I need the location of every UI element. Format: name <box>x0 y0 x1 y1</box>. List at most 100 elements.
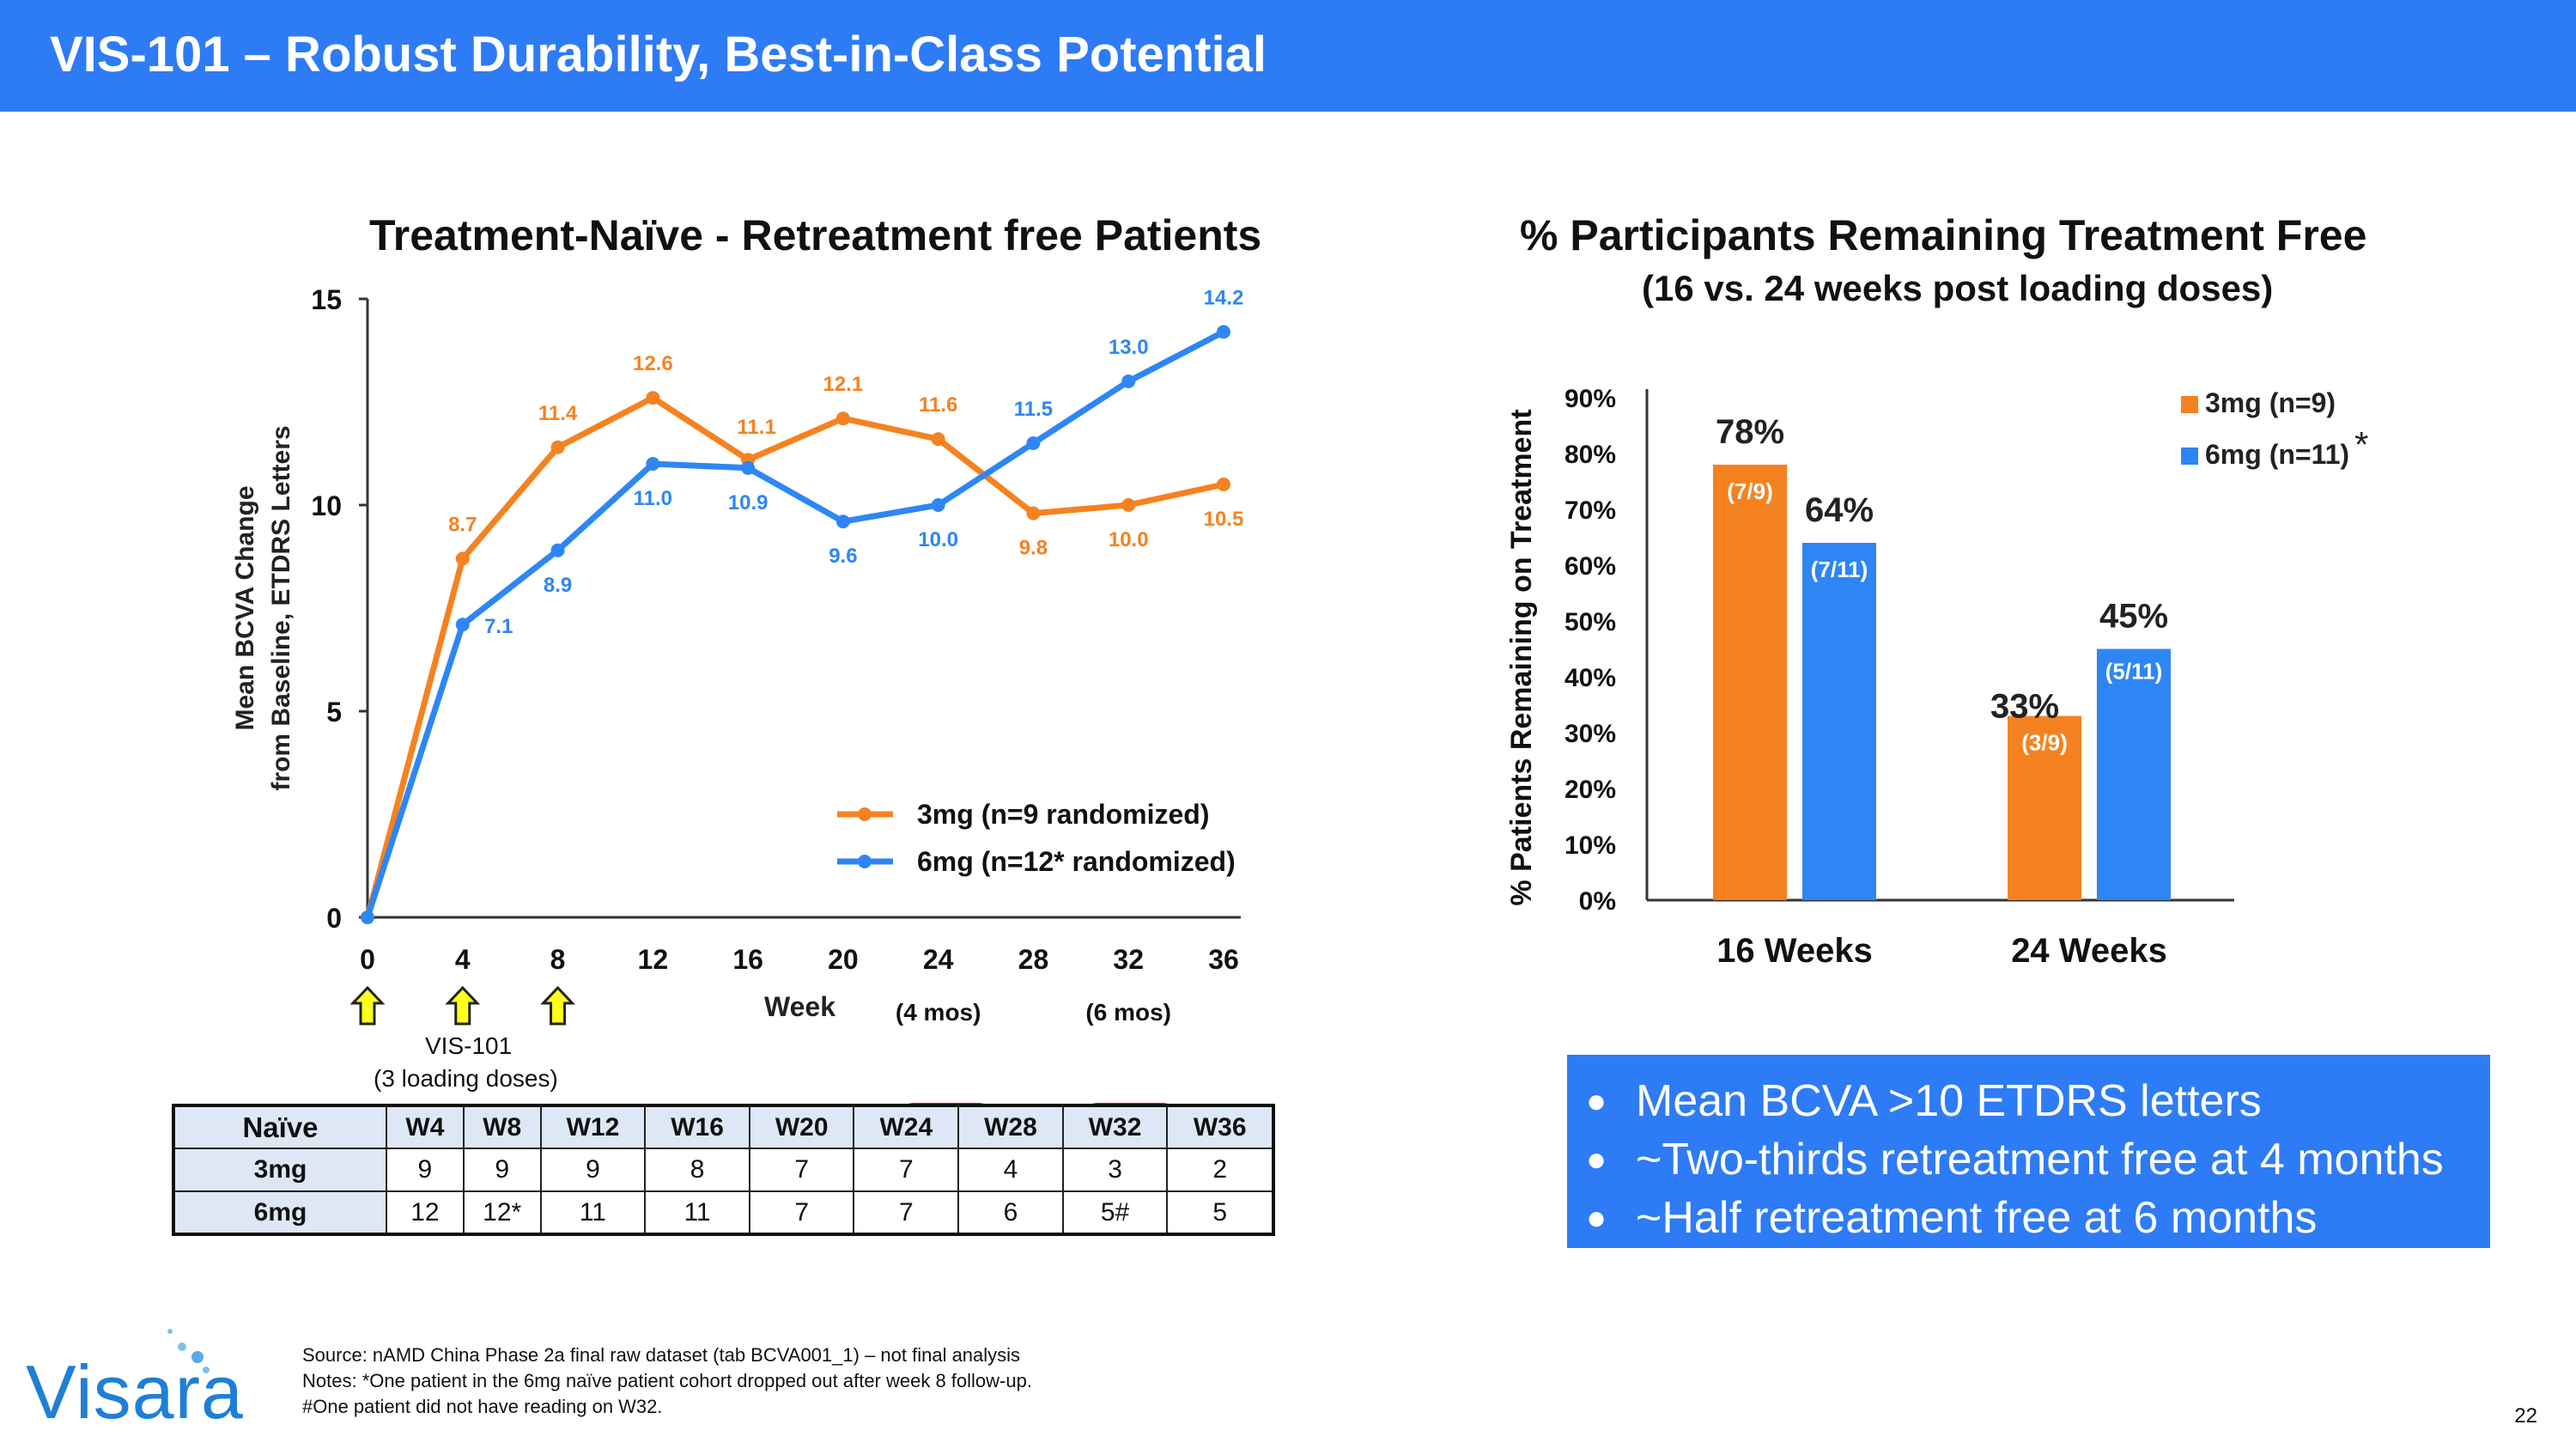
data-point <box>455 551 470 566</box>
y-axis-label-line2: from Baseline, ETDRS Letters <box>267 425 295 790</box>
x-tick-label: 4 <box>455 944 471 975</box>
data-label: 10.9 <box>728 491 769 514</box>
data-point <box>1217 478 1230 491</box>
table-col-header: W4 <box>386 1105 465 1149</box>
slide-title: VIS-101 – Robust Durability, Best-in-Cla… <box>50 27 1267 82</box>
bar-value-label: 45% <box>2099 598 2168 636</box>
data-label: 14.2 <box>1204 286 1244 309</box>
dose-arrow-icon <box>349 985 386 1026</box>
data-label: 10.0 <box>1109 528 1149 551</box>
x-tick-label: 24 <box>923 944 954 975</box>
bar-y-tick-label: 20% <box>1564 776 1616 804</box>
series-line <box>364 329 1225 919</box>
data-label: 10.5 <box>1204 508 1244 531</box>
table-col-header: W28 <box>957 1105 1064 1149</box>
data-point <box>835 411 850 426</box>
legend-marker <box>858 807 872 821</box>
footer-notes: Notes: *One patient in the 6mg naïve pat… <box>302 1370 1032 1391</box>
table-row-label: 6mg <box>173 1190 387 1235</box>
table-cell: 5 <box>1166 1190 1274 1235</box>
bar-y-tick-label: 0% <box>1579 887 1616 916</box>
footer-note2: #One patient did not have reading on W32… <box>302 1396 663 1417</box>
data-point <box>1121 374 1136 388</box>
table-cell: 9 <box>462 1148 542 1192</box>
x-axis-label: Week <box>764 991 835 1022</box>
data-label: 13.0 <box>1109 336 1149 359</box>
table-cell: 9 <box>539 1148 647 1192</box>
data-label: 9.8 <box>1019 537 1048 560</box>
bullet-text: ~Two-thirds retreatment free at 4 months <box>1636 1135 2444 1184</box>
data-point <box>1217 325 1230 339</box>
table-col-header: W16 <box>644 1105 750 1149</box>
data-label: 8.9 <box>544 574 572 597</box>
table-col-header: W24 <box>853 1105 960 1149</box>
table-col-header: W32 <box>1061 1105 1169 1149</box>
x-annotation: (4 mos) <box>896 999 981 1026</box>
table-col-header: W20 <box>748 1105 855 1149</box>
line-chart-title: Treatment-Naïve - Retreatment free Patie… <box>369 211 1262 259</box>
x-tick-label: 32 <box>1113 944 1144 975</box>
bar-legend-swatch <box>2181 396 2198 413</box>
table-cell: 3 <box>1061 1148 1169 1192</box>
y-tick-label: 15 <box>311 284 342 315</box>
dosing-label-line1: VIS-101 <box>425 1032 513 1059</box>
data-label: 11.4 <box>538 402 578 425</box>
bar-category-label: 16 Weeks <box>1716 932 1873 970</box>
data-point <box>361 910 374 924</box>
data-label: 8.7 <box>448 513 477 536</box>
x-annotation: (6 mos) <box>1085 999 1171 1026</box>
table-cell: 7 <box>748 1190 855 1235</box>
bar-category-label: 24 Weeks <box>2011 932 2167 970</box>
bullet-dot-icon: ● <box>1586 1082 1607 1120</box>
table-cell: 2 <box>1166 1148 1274 1192</box>
table-cell: 5# <box>1061 1190 1169 1235</box>
bullet-dot-icon: ● <box>1586 1141 1607 1178</box>
y-axis-label-line1: Mean BCVA Change <box>231 485 259 730</box>
visara-logo: Visara <box>26 1349 244 1434</box>
data-point <box>1026 436 1041 450</box>
dose-arrow-icon <box>540 985 576 1026</box>
dosing-label-line2: (3 loading doses) <box>374 1065 558 1092</box>
dose-arrow-icon <box>445 985 481 1026</box>
data-label: 7.1 <box>484 615 513 638</box>
data-point <box>646 391 660 405</box>
data-point <box>741 460 756 475</box>
bar <box>2008 715 2081 900</box>
table-row: 6mg 12 12* 11 11 7 7 6 5# 5 <box>173 1190 1274 1235</box>
bar-y-tick-label: 40% <box>1564 664 1616 692</box>
bullet-text: Mean BCVA >10 ETDRS letters <box>1636 1076 2262 1126</box>
bar-chart-title: % Participants Remaining Treatment Free <box>1520 211 2367 259</box>
data-point <box>646 457 660 471</box>
logo-dot <box>191 1351 204 1363</box>
bar <box>2097 648 2171 900</box>
y-tick-label: 5 <box>326 697 342 728</box>
table-cell: 12* <box>462 1190 542 1235</box>
data-point <box>1121 498 1136 512</box>
bar-fraction-label: (7/11) <box>1811 557 1868 582</box>
bar <box>1713 465 1787 900</box>
data-point <box>550 440 565 454</box>
logo-dot <box>203 1367 210 1373</box>
bar-y-tick-label: 70% <box>1564 496 1616 525</box>
key-findings-box: ● Mean BCVA >10 ETDRS letters ● ~Two-third… <box>1567 1055 2490 1248</box>
table-cell: 7 <box>748 1148 855 1192</box>
x-tick-label: 12 <box>638 944 669 975</box>
x-tick-label: 20 <box>828 944 859 975</box>
bar-y-tick-label: 90% <box>1564 385 1616 413</box>
bar-y-tick-label: 60% <box>1564 552 1616 581</box>
bar-y-tick-label: 50% <box>1564 608 1616 636</box>
data-label: 9.6 <box>829 545 857 568</box>
table-cell: 7 <box>853 1190 960 1235</box>
data-point <box>455 618 470 632</box>
x-tick-label: 16 <box>732 944 763 975</box>
bar-value-label: 33% <box>1990 688 2059 726</box>
x-tick-label: 8 <box>550 944 566 975</box>
bullet-item: ● ~Two-thirds retreatment free at 4 month… <box>1586 1130 2490 1189</box>
y-axis-label: Mean BCVA Change from Baseline, ETDRS Let… <box>231 425 295 790</box>
bar-fraction-label: (5/11) <box>2105 659 2163 685</box>
bar-y-tick-label: 10% <box>1564 831 1616 860</box>
bullet-item: ● Mean BCVA >10 ETDRS letters <box>1586 1072 2490 1130</box>
data-point <box>931 432 945 447</box>
